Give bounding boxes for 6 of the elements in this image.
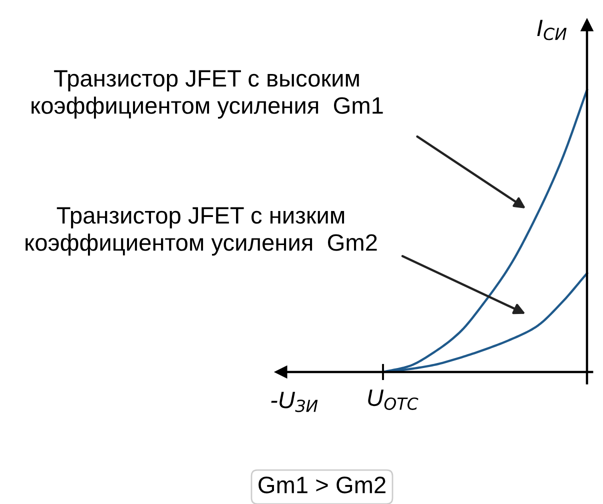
text: U$_{ОТС}$ <box>368 390 418 410</box>
y-axis-title: I$_{СИ}$ <box>537 20 567 40</box>
annotation: Транзистор JFET с низким коэффициентом усиления Gm2 <box>26 207 377 256</box>
text: Gm1 > Gm2 <box>258 476 386 494</box>
x-axis-title: -U$_{ЗИ}$ <box>271 392 318 412</box>
annotation: Транзистор JFET с высоким коэффициентом усиления Gm1 <box>32 70 383 119</box>
